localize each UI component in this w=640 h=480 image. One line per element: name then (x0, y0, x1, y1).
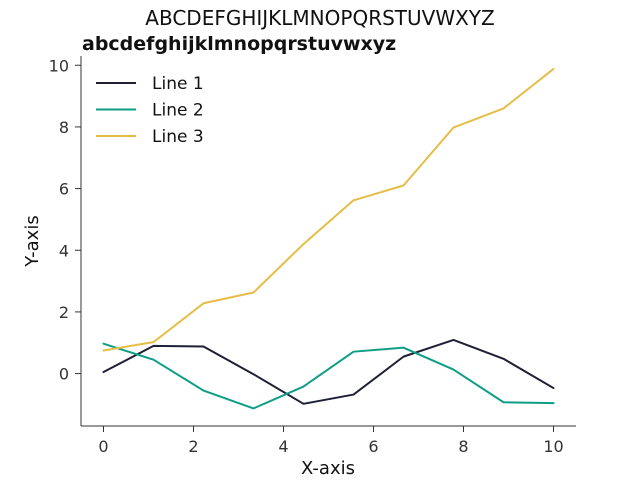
y-tick-label: 2 (59, 303, 69, 322)
x-tick-label: 8 (458, 437, 468, 456)
legend: Line 1 Line 2 Line 3 (96, 74, 204, 147)
axes (80, 56, 576, 427)
chart-subtitle: abcdefghijklmnopqrstuvwxyz (82, 33, 396, 55)
y-tick-label: 8 (59, 118, 69, 137)
y-tick-label: 6 (59, 180, 69, 199)
y-tick-label: 0 (59, 365, 69, 384)
x-tick-label: 0 (98, 437, 108, 456)
y-tick-label: 4 (59, 241, 69, 260)
x-tick-label: 10 (543, 437, 563, 456)
x-tick-label: 2 (188, 437, 198, 456)
x-ticks: 0 2 4 6 8 10 (98, 426, 564, 456)
y-tick-label: 10 (49, 56, 69, 75)
series-group (102, 67, 555, 410)
legend-label-1: Line 1 (152, 74, 204, 94)
series-line-1 (102, 338, 555, 405)
x-axis-label: X-axis (301, 458, 355, 479)
y-ticks: 0 2 4 6 8 10 (49, 56, 81, 384)
x-tick-label: 4 (278, 437, 288, 456)
chart-title: ABCDEFGHIJKLMNOPQRSTUVWXYZ (145, 6, 494, 30)
x-tick-label: 6 (368, 437, 378, 456)
series-line-3 (102, 67, 555, 352)
series-line-2 (102, 342, 555, 410)
legend-label-2: Line 2 (152, 101, 204, 121)
legend-label-3: Line 3 (152, 127, 204, 147)
y-axis-label: Y-axis (22, 215, 43, 267)
